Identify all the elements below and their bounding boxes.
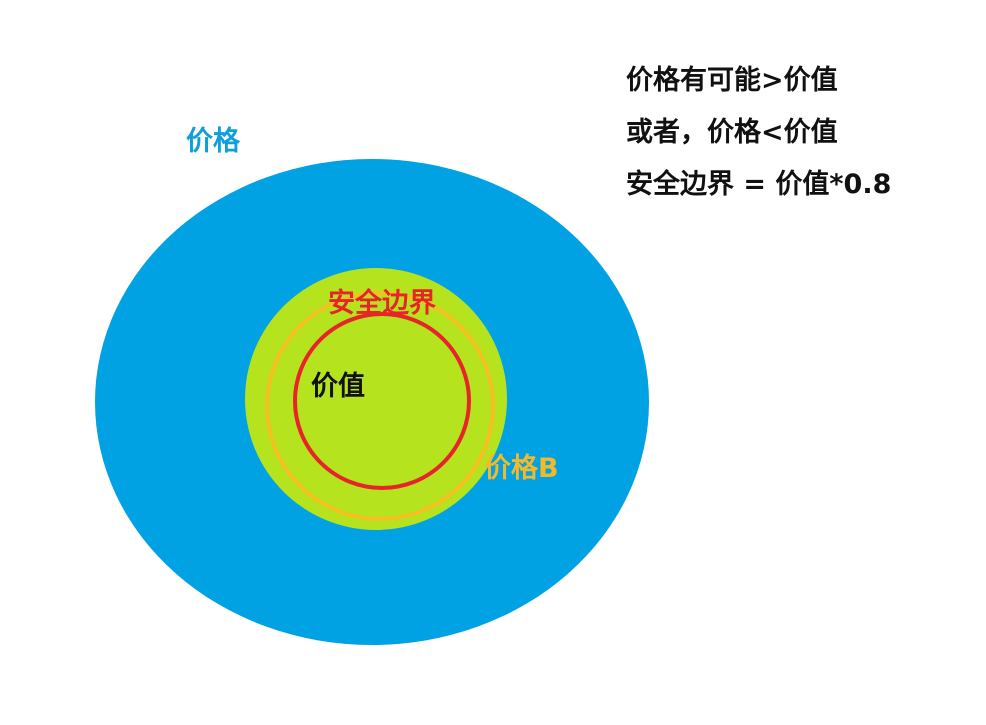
price-b-label: 价格B bbox=[484, 453, 559, 484]
notes-block: 价格有可能>价值 或者，价格<价值 安全边界 = 价值*0.8 bbox=[626, 66, 891, 222]
value-label: 价值 bbox=[311, 371, 365, 402]
price-b-ring bbox=[265, 291, 495, 521]
note-line: 价格有可能>价值 bbox=[626, 65, 838, 96]
note-line: 安全边界 = 价值*0.8 bbox=[626, 169, 892, 200]
value-ring bbox=[293, 312, 471, 490]
safety-margin-label: 安全边界 bbox=[328, 288, 436, 319]
price-label: 价格 bbox=[186, 126, 240, 157]
note-line: 或者，价格<价值 bbox=[626, 117, 838, 148]
